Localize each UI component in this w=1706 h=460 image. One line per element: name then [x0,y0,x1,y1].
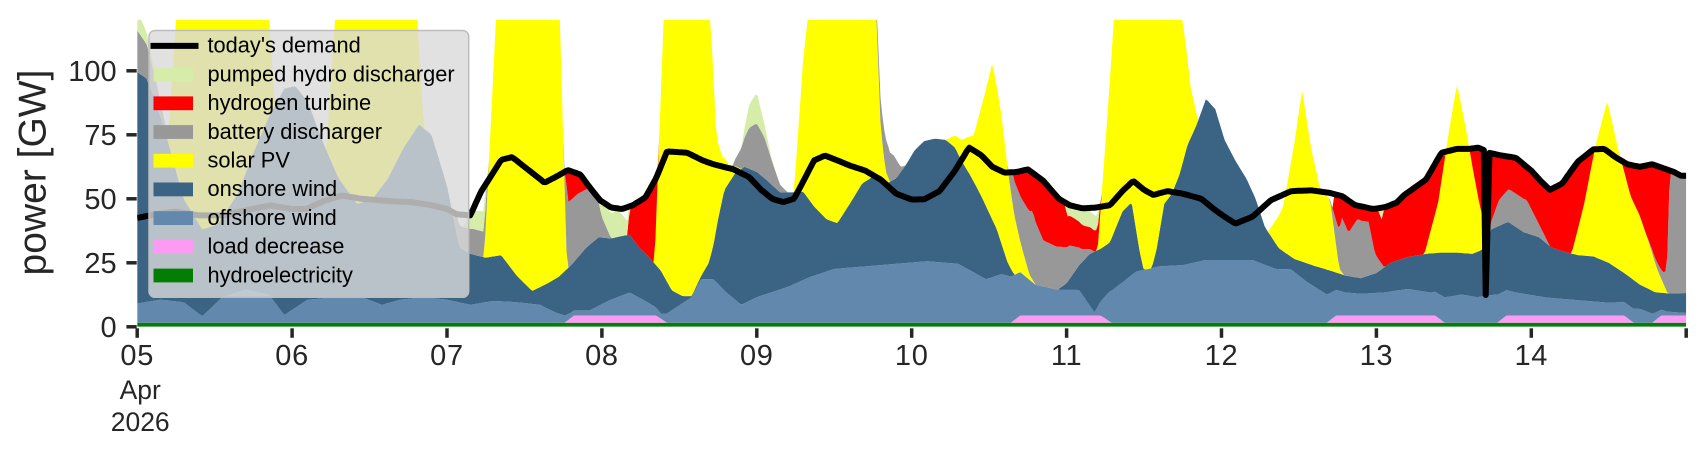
svg-text:Apr: Apr [120,375,161,405]
svg-text:battery discharger: battery discharger [208,119,382,144]
svg-text:power [GW]: power [GW] [12,70,55,276]
svg-text:offshore wind: offshore wind [208,205,337,230]
svg-text:10: 10 [895,340,929,372]
svg-text:75: 75 [84,120,116,152]
svg-text:25: 25 [84,248,116,280]
svg-text:today's demand: today's demand [208,33,361,58]
svg-text:solar PV: solar PV [208,148,291,173]
svg-text:07: 07 [430,340,464,372]
svg-text:09: 09 [740,340,774,372]
svg-text:onshore wind: onshore wind [208,176,338,201]
svg-text:05: 05 [120,340,154,372]
svg-text:hydroelectricity: hydroelectricity [208,262,353,287]
svg-text:100: 100 [68,56,116,88]
svg-text:14: 14 [1514,340,1548,372]
svg-text:11: 11 [1051,340,1083,372]
svg-text:load decrease: load decrease [208,234,345,259]
svg-text:hydrogen turbine: hydrogen turbine [208,90,372,115]
svg-text:08: 08 [585,340,619,372]
svg-text:06: 06 [275,340,309,372]
svg-text:50: 50 [84,184,116,216]
svg-text:2026: 2026 [111,407,170,437]
svg-text:12: 12 [1205,340,1239,372]
svg-text:13: 13 [1360,340,1394,372]
svg-text:pumped hydro discharger: pumped hydro discharger [208,61,455,86]
svg-text:0: 0 [101,312,117,344]
